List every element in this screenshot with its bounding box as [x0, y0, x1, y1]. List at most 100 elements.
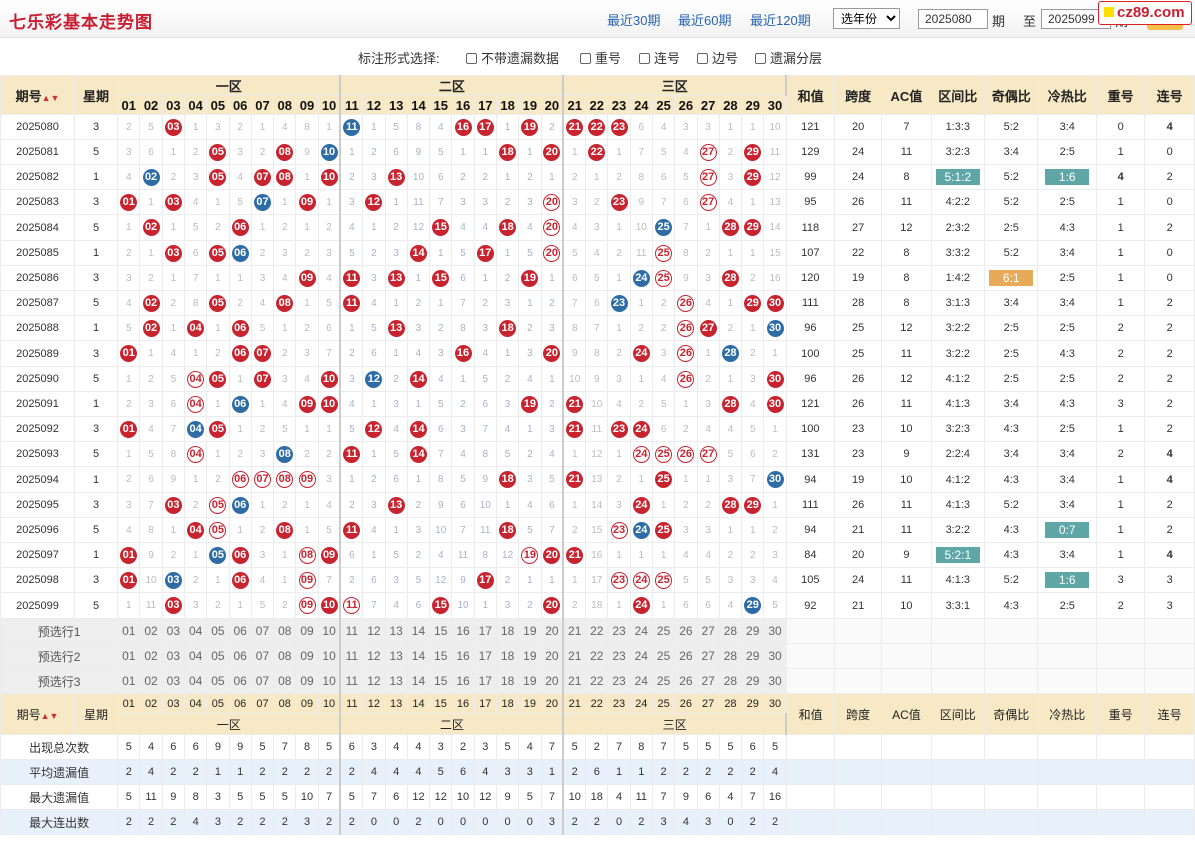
checkbox-icon[interactable] — [639, 53, 650, 64]
pick-number[interactable]: 13 — [384, 618, 408, 644]
pick-row[interactable]: 预选行2 01 02 03 04 05 06 07 08 09 10 11 12 13 14 15 16 17 18… — [0, 643, 1195, 669]
pick-number[interactable]: 07 — [250, 618, 275, 644]
pick-number[interactable]: 03 — [161, 618, 185, 644]
pick-number[interactable]: 04 — [183, 668, 208, 694]
pick-number[interactable]: 24 — [629, 618, 653, 644]
pick-number[interactable]: 14 — [406, 618, 431, 644]
pick-number[interactable]: 18 — [495, 643, 520, 669]
pick-number[interactable]: 29 — [741, 668, 765, 694]
pick-number[interactable]: 08 — [273, 668, 297, 694]
pick-number[interactable]: 24 — [629, 668, 653, 694]
pick-number[interactable]: 09 — [295, 643, 319, 669]
pick-number[interactable]: 27 — [696, 618, 720, 644]
recent-30-link[interactable]: 最近30期 — [607, 13, 661, 28]
recent-120-link[interactable]: 最近120期 — [750, 13, 811, 28]
pick-number[interactable]: 11 — [339, 618, 364, 644]
pick-number[interactable]: 16 — [451, 668, 475, 694]
pick-number[interactable]: 18 — [495, 668, 520, 694]
pick-number[interactable]: 12 — [362, 668, 386, 694]
pick-number[interactable]: 15 — [429, 668, 453, 694]
pick-number[interactable]: 04 — [183, 643, 208, 669]
period-to-input[interactable] — [1041, 9, 1111, 29]
pick-number[interactable]: 19 — [518, 618, 542, 644]
pick-number[interactable]: 10 — [317, 618, 342, 644]
pick-number[interactable]: 12 — [362, 618, 386, 644]
pick-number[interactable]: 02 — [139, 643, 163, 669]
pick-number[interactable]: 09 — [295, 618, 319, 644]
pick-number[interactable]: 26 — [674, 643, 698, 669]
pick-number[interactable]: 17 — [473, 618, 497, 644]
checkbox-icon[interactable] — [466, 53, 477, 64]
pick-number[interactable]: 08 — [273, 643, 297, 669]
pick-number[interactable]: 05 — [206, 668, 230, 694]
option-repeat[interactable]: 重号 — [580, 48, 621, 67]
pick-number[interactable]: 20 — [540, 668, 565, 694]
pick-number[interactable]: 17 — [473, 643, 497, 669]
pick-number[interactable]: 02 — [139, 618, 163, 644]
pick-number[interactable]: 10 — [317, 668, 342, 694]
pick-number[interactable]: 28 — [718, 643, 743, 669]
pick-number[interactable]: 10 — [317, 643, 342, 669]
pick-number[interactable]: 26 — [674, 618, 698, 644]
pick-number[interactable]: 27 — [696, 668, 720, 694]
pick-number[interactable]: 06 — [228, 643, 252, 669]
option-edge[interactable]: 边号 — [697, 48, 738, 67]
sort-icon[interactable]: ▲▼ — [40, 710, 59, 721]
pick-number[interactable]: 01 — [117, 643, 141, 669]
pick-number[interactable]: 06 — [228, 618, 252, 644]
pick-number[interactable]: 14 — [406, 668, 431, 694]
pick-number[interactable]: 13 — [384, 668, 408, 694]
pick-number[interactable]: 28 — [718, 618, 743, 644]
pick-number[interactable]: 23 — [607, 668, 631, 694]
pick-number[interactable]: 01 — [117, 618, 141, 644]
option-consecutive[interactable]: 连号 — [639, 48, 680, 67]
pick-number[interactable]: 23 — [607, 643, 631, 669]
pick-number[interactable]: 14 — [406, 643, 431, 669]
recent-60-link[interactable]: 最近60期 — [678, 13, 732, 28]
pick-number[interactable]: 07 — [250, 668, 275, 694]
option-no-missing[interactable]: 不带遗漏数据 — [466, 48, 559, 67]
option-layered[interactable]: 遗漏分层 — [755, 48, 822, 67]
pick-number[interactable]: 16 — [451, 618, 475, 644]
pick-number[interactable]: 03 — [161, 643, 185, 669]
header-period[interactable]: 期号▲▼ — [0, 75, 75, 115]
pick-number[interactable]: 22 — [585, 643, 609, 669]
pick-number[interactable]: 05 — [206, 643, 230, 669]
pick-number[interactable]: 29 — [741, 643, 765, 669]
footer-period-header[interactable]: 期号▲▼ — [0, 693, 75, 735]
pick-number[interactable]: 18 — [495, 618, 520, 644]
pick-number[interactable]: 25 — [651, 618, 676, 644]
pick-number[interactable]: 22 — [585, 618, 609, 644]
year-select[interactable]: 选年份 — [833, 8, 900, 29]
pick-row[interactable]: 预选行1 01 02 03 04 05 06 07 08 09 10 11 12 13 14 15 16 17 18… — [0, 618, 1195, 644]
pick-number[interactable]: 25 — [651, 668, 676, 694]
pick-number[interactable]: 06 — [228, 668, 252, 694]
checkbox-icon[interactable] — [580, 53, 591, 64]
pick-number[interactable]: 17 — [473, 668, 497, 694]
pick-number[interactable]: 29 — [741, 618, 765, 644]
pick-number[interactable]: 27 — [696, 643, 720, 669]
pick-number[interactable]: 24 — [629, 643, 653, 669]
pick-number[interactable]: 11 — [339, 643, 364, 669]
pick-number[interactable]: 20 — [540, 643, 565, 669]
sort-icon[interactable]: ▲▼ — [41, 92, 60, 103]
pick-number[interactable]: 19 — [518, 643, 542, 669]
pick-number[interactable]: 25 — [651, 643, 676, 669]
checkbox-icon[interactable] — [755, 53, 766, 64]
pick-row[interactable]: 预选行3 01 02 03 04 05 06 07 08 09 10 11 12 13 14 15 16 17 18… — [0, 668, 1195, 694]
pick-number[interactable]: 07 — [250, 643, 275, 669]
pick-number[interactable]: 26 — [674, 668, 698, 694]
pick-number[interactable]: 20 — [540, 618, 565, 644]
pick-number[interactable]: 30 — [763, 618, 787, 644]
pick-number[interactable]: 15 — [429, 643, 453, 669]
pick-number[interactable]: 04 — [183, 618, 208, 644]
pick-number[interactable]: 28 — [718, 668, 743, 694]
pick-number[interactable]: 05 — [206, 618, 230, 644]
period-from-input[interactable] — [918, 9, 988, 29]
pick-number[interactable]: 03 — [161, 668, 185, 694]
pick-number[interactable]: 19 — [518, 668, 542, 694]
pick-number[interactable]: 12 — [362, 643, 386, 669]
pick-number[interactable]: 30 — [763, 643, 787, 669]
pick-number[interactable]: 08 — [273, 618, 297, 644]
pick-number[interactable]: 13 — [384, 643, 408, 669]
